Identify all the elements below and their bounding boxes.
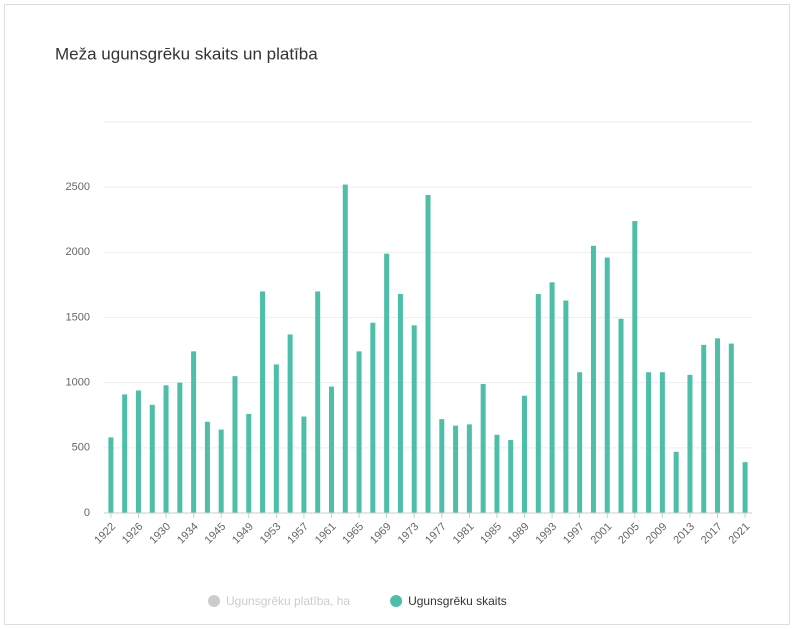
legend-label: Ugunsgrēku skaits [408,594,507,608]
bar [122,394,128,513]
bar [728,343,734,513]
bar [163,385,169,513]
bar [659,372,665,513]
bar [218,429,224,513]
legend-item[interactable]: Ugunsgrēku platība, ha [208,594,350,608]
bar [177,382,183,513]
bar [673,451,679,513]
bar [508,440,514,513]
bar [563,300,569,513]
y-tick-label: 1500 [66,311,90,323]
bar [273,364,279,513]
bar [191,351,197,513]
bar [315,291,321,513]
legend-item[interactable]: Ugunsgrēku skaits [390,594,507,608]
bar [522,395,528,513]
bar [232,376,238,513]
y-tick-label: 2500 [66,181,90,193]
bar [480,383,486,513]
bar [577,372,583,513]
bar [301,416,307,513]
bar [439,419,445,513]
y-tick-label: 500 [72,442,90,454]
bar [590,245,596,514]
bar [715,338,721,513]
bar [356,351,362,513]
bar [549,282,555,513]
bar [494,434,500,513]
bar [370,322,376,513]
bar [701,344,707,513]
chart-title: Meža ugunsgrēku skaits un platība [55,44,318,63]
bar [397,294,403,513]
bar [135,390,141,513]
bar [646,372,652,513]
bar [384,253,390,514]
bar [604,257,610,513]
legend-swatch [390,595,403,607]
bar [742,462,748,513]
bar [246,413,252,513]
bar [287,334,293,513]
card [4,4,790,625]
legend-label: Ugunsgrēku platība, ha [226,594,350,608]
bar [453,425,459,513]
bar [149,404,155,513]
bar [260,291,266,513]
y-tick-label: 1000 [66,377,90,389]
bar [204,421,210,513]
bar [466,424,472,513]
bar [632,221,638,513]
bar [618,318,624,513]
bar [342,184,348,513]
y-tick-label: 2000 [66,246,90,258]
bar [108,437,114,513]
bar [535,294,541,513]
bar [687,374,693,513]
bar [411,325,417,513]
y-tick-label: 0 [84,507,90,519]
bar [425,194,431,513]
legend-swatch [208,595,220,607]
bar [328,386,334,513]
